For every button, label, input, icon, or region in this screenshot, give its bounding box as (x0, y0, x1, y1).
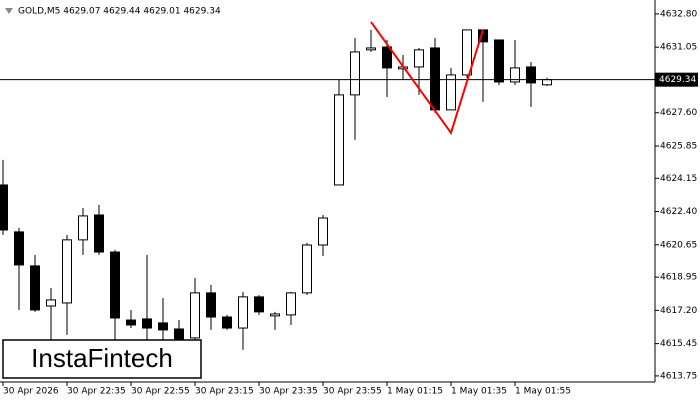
y-tick-label: 4624.15 (660, 174, 697, 184)
y-tick-label: 4632.80 (660, 9, 697, 19)
candle-body (318, 217, 328, 246)
logo: InstaFintech (31, 343, 173, 373)
x-tick-label: 1 May 01:35 (451, 387, 507, 397)
symbol-icon (5, 8, 13, 14)
candle-body (0, 184, 8, 231)
y-tick-label: 4617.20 (660, 306, 697, 316)
candle-body (206, 292, 216, 318)
x-tick-label: 1 May 01:15 (387, 387, 443, 397)
y-tick-label: 4622.40 (660, 207, 697, 217)
candle-body (110, 251, 120, 319)
candle-body (222, 316, 232, 329)
y-tick-label: 4625.85 (660, 141, 697, 151)
current-price-label: 4629.34 (659, 75, 696, 85)
candle-body (366, 47, 376, 51)
candle-body (510, 67, 520, 83)
candle-body (158, 322, 168, 331)
x-tick-label: 30 Apr 23:35 (259, 387, 318, 397)
candle-body (30, 265, 40, 311)
candle-body (78, 215, 88, 241)
candle-body (414, 49, 424, 68)
candle-body (254, 296, 264, 313)
candle-body (430, 47, 440, 111)
current-price-box (655, 72, 698, 87)
candle-body (462, 29, 472, 76)
candle-body (190, 292, 200, 339)
y-tick-label: 4620.65 (660, 240, 697, 250)
candle-body (334, 94, 344, 186)
y-tick-label: 4631.05 (660, 43, 697, 53)
chart-title: GOLD,M5 4629.07 4629.44 4629.01 4629.34 (18, 7, 221, 17)
candle-body (126, 319, 136, 326)
candle-body (302, 244, 312, 294)
y-tick-label: 4627.60 (660, 108, 697, 118)
y-tick-label: 4615.45 (660, 339, 697, 349)
candle-body (94, 214, 104, 253)
candle-body (270, 313, 280, 317)
candle-body (350, 51, 360, 96)
x-tick-label: 30 Apr 2026 (3, 387, 59, 397)
x-tick-label: 1 May 01:55 (515, 387, 571, 397)
candle-body (526, 66, 536, 84)
x-tick-label: 30 Apr 22:55 (131, 387, 190, 397)
logo-box (2, 339, 202, 379)
x-tick-label: 30 Apr 23:15 (195, 387, 254, 397)
pattern-line (370, 21, 484, 136)
x-tick-label: 30 Apr 22:35 (67, 387, 126, 397)
candle-body (62, 239, 72, 304)
candle-body (14, 231, 24, 266)
candle-body (382, 46, 392, 69)
y-tick-label: 4618.95 (660, 273, 697, 283)
x-tick-label: 30 Apr 23:55 (323, 387, 382, 397)
candle-body (494, 39, 504, 83)
candle-body (286, 292, 296, 316)
candle-body (46, 299, 56, 307)
candle-body (542, 79, 552, 86)
candle-body (238, 296, 248, 329)
y-tick-label: 4613.75 (660, 371, 697, 381)
candle-body (142, 318, 152, 329)
candle-body (446, 74, 456, 111)
